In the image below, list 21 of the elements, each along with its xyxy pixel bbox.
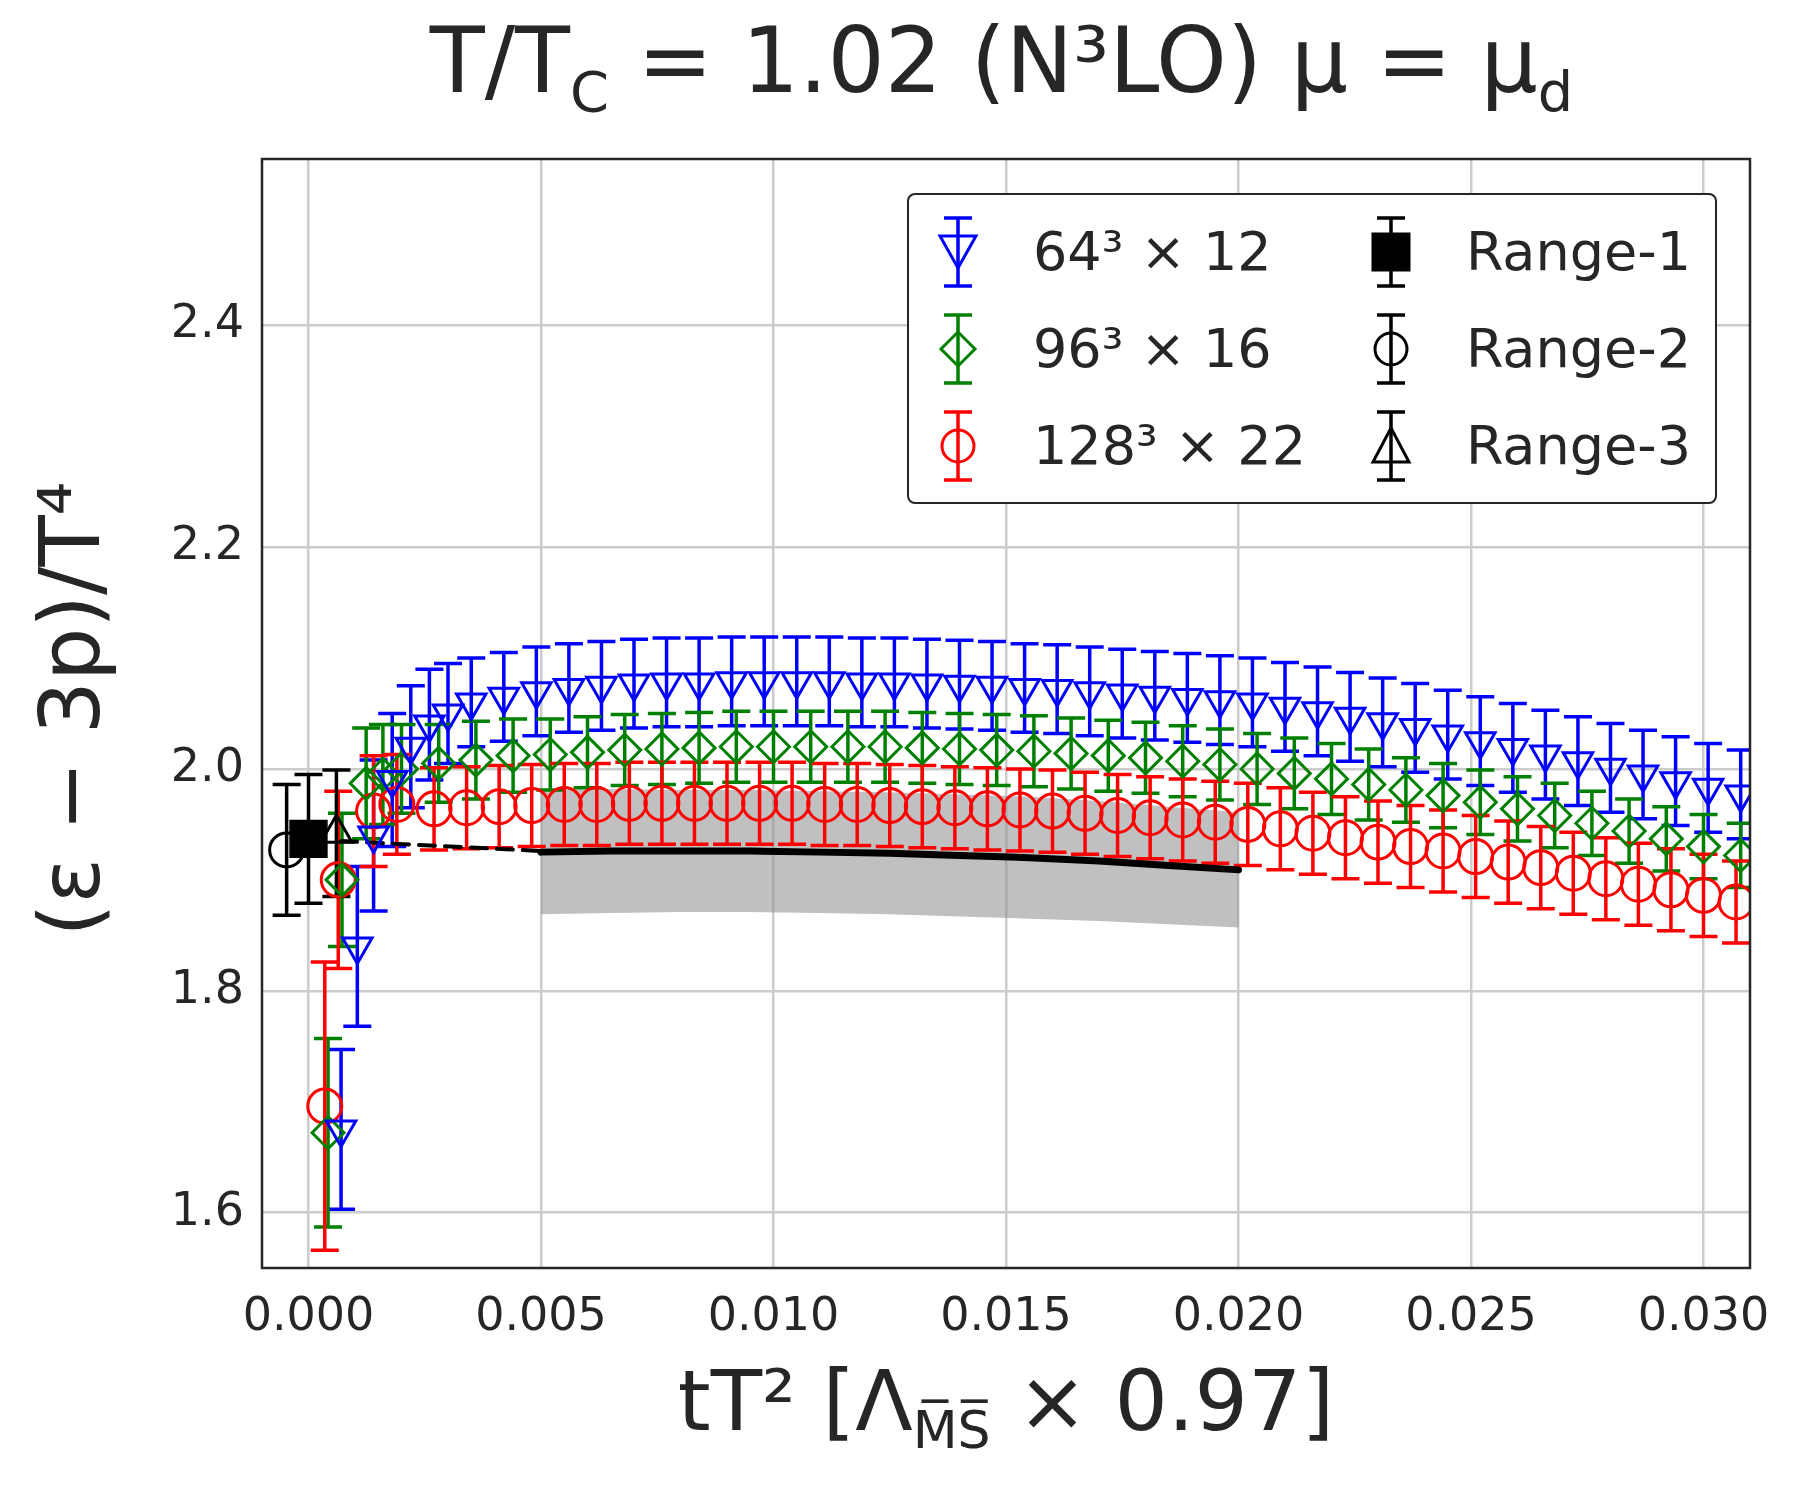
y-tick-label: 1.6 <box>170 1181 244 1236</box>
legend-label: 128³ × 22 <box>1032 414 1306 477</box>
x-axis-title: tT² [Λ$_{M̅S̅}$ × 0.97] <box>676 1352 1336 1460</box>
legend-label: 64³ × 12 <box>1032 220 1272 283</box>
legend-label: Range-3 <box>1466 414 1691 477</box>
x-tick-label: 0.000 <box>242 1286 375 1341</box>
x-tick-label: 0.010 <box>707 1286 840 1341</box>
y-tick-label: 1.8 <box>170 959 244 1014</box>
legend-label: Range-2 <box>1466 317 1691 380</box>
x-tick-label: 0.025 <box>1405 1286 1537 1341</box>
x-tick-label: 0.030 <box>1637 1286 1770 1341</box>
y-tick-label: 2.2 <box>170 516 244 571</box>
y-axis-title: (ε − 3p)/T⁴ <box>21 480 119 939</box>
x-tick-label: 0.015 <box>940 1286 1072 1341</box>
x-tick-label: 0.005 <box>475 1286 607 1341</box>
y-tick-label: 2.0 <box>170 737 244 792</box>
legend-label: Range-1 <box>1466 220 1691 283</box>
legend-label: 96³ × 16 <box>1032 317 1272 380</box>
y-tick-label: 2.4 <box>170 294 244 349</box>
x-tick-label: 0.020 <box>1172 1286 1305 1341</box>
chart-title: T/T$_{C}$ = 1.02 (N³LO) μ = μ$_{d}$ <box>428 8 1575 124</box>
